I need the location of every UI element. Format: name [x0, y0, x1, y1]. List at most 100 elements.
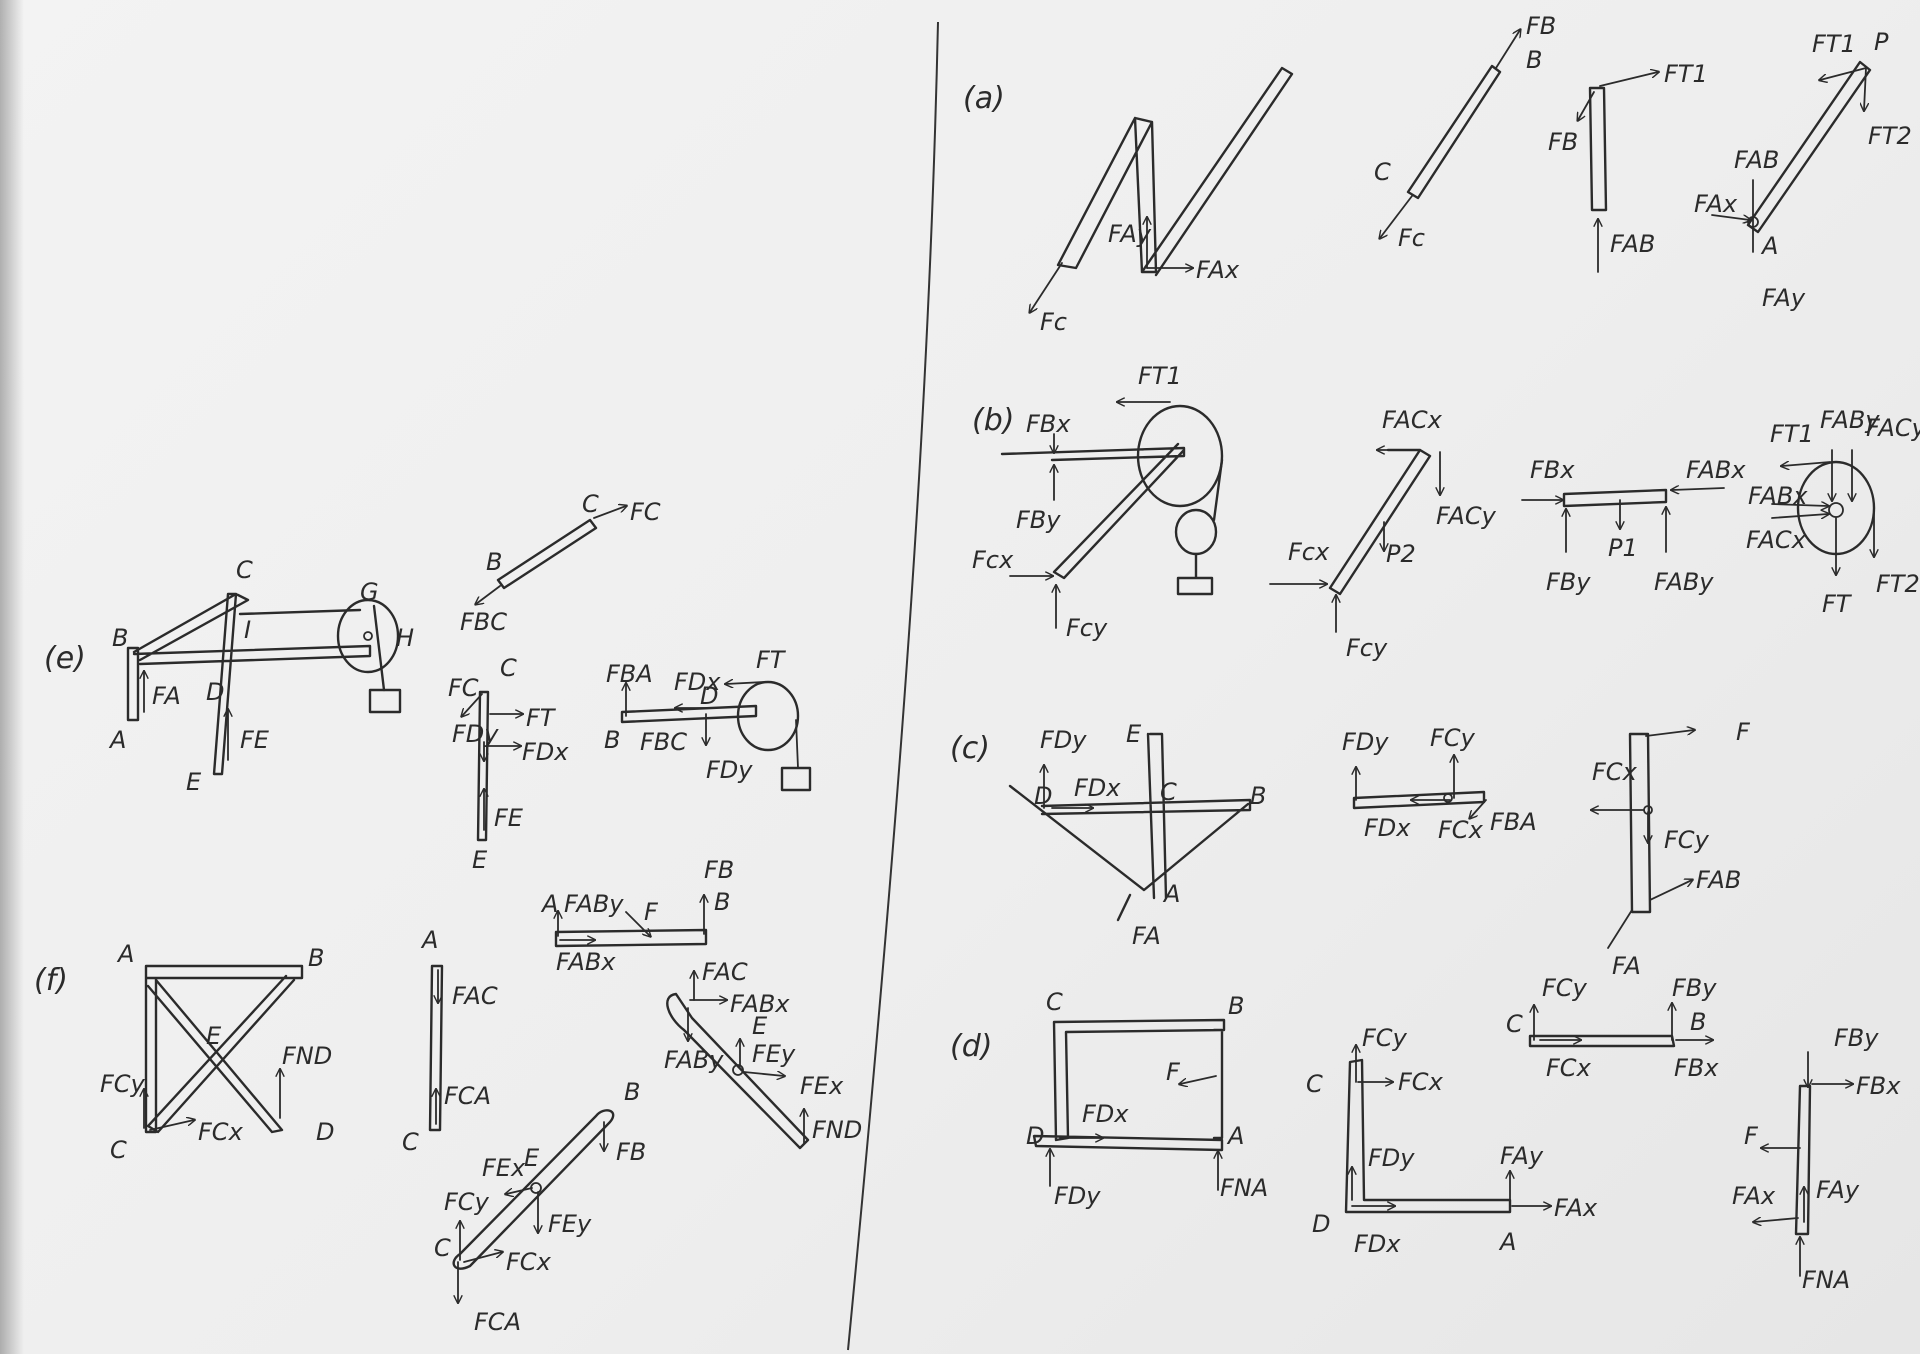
part-f-member-ac	[428, 964, 444, 1132]
part-b-text-8: P2	[1386, 540, 1416, 568]
part-b-text-15: FABy	[1654, 568, 1714, 596]
part-e-weight-fbd	[780, 766, 812, 792]
part-d-text-3: F	[1166, 1058, 1181, 1086]
part-b-text-14: FBy	[1546, 568, 1591, 596]
part-b-arrow-fabx2	[1771, 504, 1828, 506]
part-a-text-16: A	[1760, 232, 1778, 260]
part-d-member-ab	[1794, 1084, 1812, 1236]
part-b-text-19: FABx	[1748, 482, 1808, 510]
part-e-arrow-ft2	[726, 682, 765, 684]
part-d-text-15: D	[1312, 1210, 1330, 1238]
part-d-text-27: FAx	[1732, 1182, 1776, 1210]
part-e-arrow-fbc	[476, 585, 501, 604]
part-c-text-6: B	[1250, 782, 1266, 810]
part-f-text-8: D	[316, 1118, 334, 1146]
part-e-text-17: FT	[526, 704, 557, 732]
part-c-text-7: A	[1162, 880, 1180, 908]
part-c-frame	[1008, 732, 1252, 922]
part-e-text-7: D	[206, 678, 224, 706]
part-e-text-25: B	[604, 726, 620, 754]
part-b-arrow-fabx	[1672, 488, 1725, 490]
part-a-member-vertical	[1588, 86, 1608, 212]
part-f-text-14: B	[714, 888, 730, 916]
part-f-text-31: FEy	[548, 1210, 592, 1238]
part-d-label: (d)	[950, 1029, 992, 1064]
part-f-text-28: FEx	[482, 1154, 526, 1182]
part-e-pulley-g	[336, 598, 400, 674]
part-e-text-1: C	[236, 556, 253, 584]
part-e-text-20: FE	[494, 804, 524, 832]
part-f-pin-e	[732, 1064, 744, 1076]
part-a-label: (a)	[963, 81, 1005, 116]
part-e-text-22: FBA	[606, 660, 653, 688]
part-a-text-6: FAx	[1196, 256, 1240, 284]
part-f-arrow-fex2	[506, 1187, 533, 1194]
part-a-arrow-ft1b	[1820, 67, 1867, 80]
part-b-text-2: FBx	[1026, 410, 1071, 438]
part-b-member-ac	[1328, 448, 1432, 596]
part-f-text-12: C	[402, 1128, 419, 1156]
part-d-text-7: FDy	[1054, 1182, 1101, 1210]
part-f-text-10: FAC	[452, 982, 498, 1010]
part-f-text-26: B	[624, 1078, 640, 1106]
part-b-text-12: P1	[1608, 534, 1638, 562]
page-divider-line	[847, 21, 939, 1351]
part-d-text-1: C	[1046, 988, 1063, 1016]
part-d-text-17: FDx	[1354, 1230, 1401, 1258]
part-f-text-33: FCx	[506, 1248, 552, 1276]
part-a-member-inclined	[1746, 60, 1872, 234]
part-e-text-5: H	[396, 624, 414, 652]
part-d-text-23: FBx	[1674, 1054, 1719, 1082]
part-c-text-10: FCy	[1430, 724, 1476, 752]
part-c-labels: FDy E D FDx C B A FA FDy FCy FDx FCx FBA…	[1034, 718, 1751, 980]
part-f-text-22: E	[752, 1012, 768, 1040]
part-f-text-5: FCy	[100, 1070, 146, 1098]
part-a-text-12: P	[1874, 28, 1889, 56]
part-a-arrow-ft1	[1599, 72, 1658, 87]
part-b-text-5: Fcy	[1066, 614, 1108, 642]
part-d-text-10: C	[1306, 1070, 1323, 1098]
part-c-arrow-f	[1645, 730, 1694, 737]
part-e-pulley-fbd	[736, 680, 800, 752]
part-d-text-6: A	[1226, 1122, 1244, 1150]
part-d-text-19: FBy	[1672, 974, 1717, 1002]
part-c-arrow-fab	[1649, 880, 1692, 901]
part-f-member-de	[666, 992, 810, 1150]
part-f-member-cb	[452, 1109, 615, 1270]
part-c-text-3: D	[1034, 782, 1052, 810]
part-d-text-9: FCy	[1362, 1024, 1408, 1052]
part-a-arrow-fc2	[1380, 195, 1413, 238]
part-c-text-9: FDy	[1342, 728, 1389, 756]
part-e-text-23: FDx	[674, 668, 721, 696]
part-c-text-5: C	[1160, 778, 1177, 806]
part-a-text-2: B	[1526, 46, 1542, 74]
part-b-text-4: Fcx	[972, 546, 1014, 574]
part-d-text-5: D	[1026, 1122, 1044, 1150]
part-a-arrow-fb2	[1578, 91, 1595, 120]
part-f-text-16: FABy	[564, 890, 624, 918]
part-c-text-15: FCx	[1592, 758, 1638, 786]
part-f-text-13: FB	[704, 856, 734, 884]
part-d-text-14: FAx	[1554, 1194, 1598, 1222]
part-b-text-22: FT2	[1876, 570, 1920, 598]
part-d-text-16: A	[1498, 1228, 1516, 1256]
part-f-text-34: FCA	[474, 1308, 521, 1336]
part-e-member-ba	[620, 704, 758, 724]
part-f-text-21: FABy	[664, 1046, 724, 1074]
part-f-text-19: FAC	[702, 958, 748, 986]
part-f-text-2: B	[308, 944, 324, 972]
part-f-text-27: FB	[616, 1138, 646, 1166]
part-e-member-bc	[496, 518, 598, 590]
part-f-text-25: FND	[812, 1116, 862, 1144]
part-d-text-13: FAy	[1500, 1142, 1544, 1170]
part-e-text-8: FE	[240, 726, 270, 754]
part-b-member-ab	[1562, 488, 1668, 508]
part-d-text-8: FNA	[1220, 1174, 1268, 1202]
part-c-arrow-fa	[1607, 909, 1633, 949]
part-b-text-1: FT1	[1138, 362, 1182, 390]
part-b-text-11: FBx	[1530, 456, 1575, 484]
part-f-text-9: A	[420, 926, 438, 954]
part-e-arrow-fc	[593, 506, 626, 519]
part-b-text-10: Fcy	[1346, 634, 1388, 662]
